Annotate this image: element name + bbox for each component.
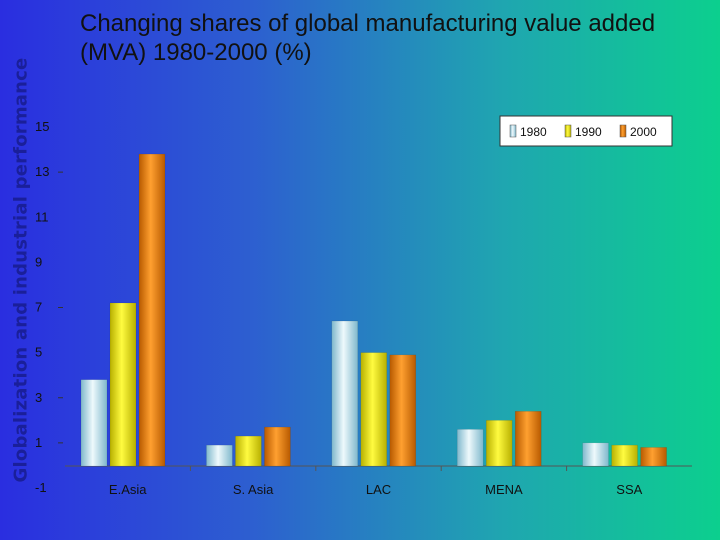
y-tick-label: 3 xyxy=(35,390,42,405)
bar-1990-sasia xyxy=(235,435,262,467)
y-tick-label: 1 xyxy=(35,435,42,450)
bar-1980-sasia xyxy=(206,444,233,467)
y-tick-label: 7 xyxy=(35,300,42,315)
y-tick-label: 5 xyxy=(35,345,42,360)
legend-box xyxy=(499,115,673,147)
legend-swatch-2000 xyxy=(619,124,627,138)
slide-title: Changing shares of global manufacturing … xyxy=(80,10,656,66)
y-tick-label: 9 xyxy=(35,254,42,269)
legend-label-1980: 1980 xyxy=(520,125,547,139)
bar-1980-lac xyxy=(331,320,359,467)
y-tick-label: 11 xyxy=(35,209,49,224)
legend-label-2000: 2000 xyxy=(630,125,657,139)
bar-2000-easia xyxy=(138,153,166,467)
y-tick-label: 15 xyxy=(35,119,49,134)
x-category-label: LAC xyxy=(366,482,391,497)
y-tick-label: 13 xyxy=(35,164,49,179)
x-category-label: S. Asia xyxy=(233,482,274,497)
bar-2000-lac xyxy=(389,354,417,467)
legend-label-1990: 1990 xyxy=(575,125,602,139)
bar-1990-ssa xyxy=(611,444,638,467)
x-category-label: MENA xyxy=(485,482,523,497)
bar-2000-ssa xyxy=(640,447,667,467)
x-category-label: E.Asia xyxy=(109,482,147,497)
bar-2000-mena xyxy=(514,411,542,467)
legend-swatch-1990 xyxy=(564,124,572,138)
y-tick-label: -1 xyxy=(35,480,47,495)
x-category-label: SSA xyxy=(616,482,642,497)
legend-swatch-1980 xyxy=(509,124,517,138)
bar-1990-mena xyxy=(485,420,513,467)
bar-1980-mena xyxy=(456,429,484,467)
bar-1980-ssa xyxy=(582,442,609,467)
bar-1990-lac xyxy=(360,352,388,467)
bar-1980-easia xyxy=(80,379,108,467)
bar-1990-easia xyxy=(109,302,137,467)
bar-2000-sasia xyxy=(264,426,291,467)
